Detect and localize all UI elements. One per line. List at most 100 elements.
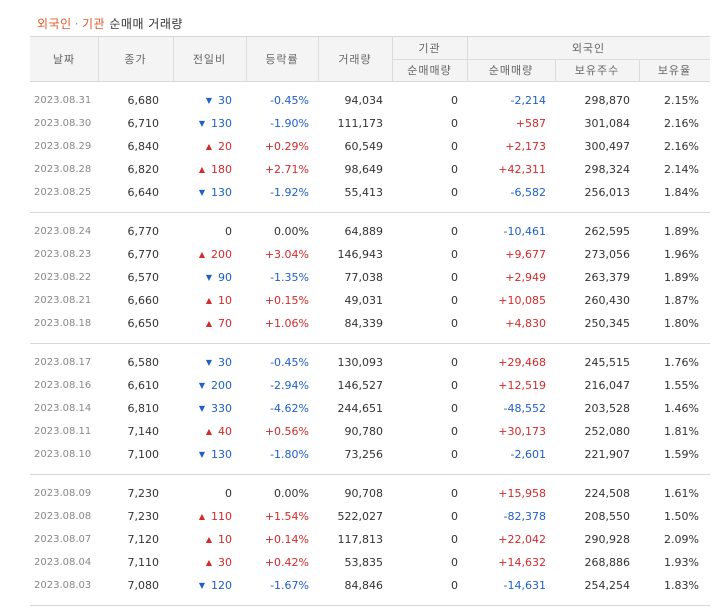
- table-row: 2023.08.03 7,080 ▼ 120 -1.67% 84,846 0 -14,631 2…: [30, 574, 710, 597]
- cell-close: 6,680: [127, 94, 160, 107]
- cell-institution-net: 0: [451, 140, 458, 153]
- cell-rate: -1.67%: [270, 579, 309, 592]
- cell-foreign-net: -14,631: [503, 579, 546, 592]
- table-body: 2023.08.31 6,680 ▼ 30 -0.45% 94,034 0 -2,214 298…: [30, 82, 710, 606]
- cell-diff: ▲ 40: [206, 420, 232, 443]
- cell-holding-ratio: 2.16%: [664, 117, 699, 130]
- triangle-up-icon: ▲: [205, 296, 212, 305]
- cell-rate: 0.00%: [274, 487, 309, 500]
- cell-volume: 84,846: [344, 579, 384, 592]
- cell-institution-net: 0: [451, 556, 458, 569]
- cell-holding-ratio: 2.14%: [664, 163, 699, 176]
- cell-holding-ratio: 1.89%: [664, 271, 699, 284]
- header-divider: [173, 37, 174, 81]
- triangle-down-icon: ▼: [198, 581, 205, 590]
- cell-volume: 111,173: [337, 117, 384, 130]
- cell-date: 2023.08.14: [34, 403, 92, 414]
- cell-close: 6,650: [127, 317, 160, 330]
- cell-date: 2023.08.16: [34, 380, 92, 391]
- cell-rate: -4.62%: [270, 402, 309, 415]
- header-volume: 거래량: [338, 53, 372, 66]
- cell-diff-value: 30: [218, 556, 232, 569]
- cell-close: 6,580: [127, 356, 160, 369]
- cell-foreign-net: -82,378: [503, 510, 546, 523]
- cell-foreign-net: +587: [515, 117, 546, 130]
- cell-rate: +1.06%: [264, 317, 309, 330]
- header-institution: 기관: [418, 42, 441, 55]
- cell-date: 2023.08.04: [34, 557, 92, 568]
- header-diff: 전일비: [192, 53, 227, 66]
- cell-diff: ▼ 330: [199, 397, 232, 420]
- header-holding-ratio: 보유율: [657, 64, 692, 77]
- cell-diff-value: 20: [218, 140, 232, 153]
- cell-date: 2023.08.22: [34, 272, 92, 283]
- cell-institution-net: 0: [451, 487, 458, 500]
- cell-holdings: 221,907: [584, 448, 631, 461]
- cell-foreign-net: +30,173: [498, 425, 546, 438]
- cell-rate: -1.35%: [270, 271, 309, 284]
- triangle-down-icon: ▼: [205, 273, 212, 282]
- cell-foreign-net: +42,311: [498, 163, 546, 176]
- table-row: 2023.08.22 6,570 ▼ 90 -1.35% 77,038 0 +2,949 263…: [30, 266, 710, 289]
- cell-close: 7,120: [127, 533, 160, 546]
- cell-diff: ▲ 10: [206, 289, 232, 312]
- title-institution: 기관: [81, 17, 106, 31]
- row-group: 2023.08.17 6,580 ▼ 30 -0.45% 130,093 0 +29,468 2…: [30, 344, 710, 475]
- cell-rate: -1.92%: [270, 186, 309, 199]
- cell-close: 7,140: [127, 425, 160, 438]
- cell-institution-net: 0: [451, 533, 458, 546]
- cell-diff-value: 200: [211, 248, 232, 261]
- cell-diff: ▼ 130: [199, 181, 232, 204]
- cell-holding-ratio: 2.16%: [664, 140, 699, 153]
- header-close: 종가: [124, 53, 147, 66]
- cell-foreign-net: +29,468: [498, 356, 546, 369]
- cell-holding-ratio: 2.15%: [664, 94, 699, 107]
- cell-diff-value: 330: [211, 402, 232, 415]
- cell-close: 7,230: [127, 487, 160, 500]
- cell-close: 6,610: [127, 379, 160, 392]
- cell-close: 6,710: [127, 117, 160, 130]
- table-row: 2023.08.04 7,110 ▲ 30 +0.42% 53,835 0 +14,632 26…: [30, 551, 710, 574]
- cell-holdings: 268,886: [584, 556, 631, 569]
- cell-date: 2023.08.28: [34, 164, 92, 175]
- table-row: 2023.08.25 6,640 ▼ 130 -1.92% 55,413 0 -6,582 25…: [30, 181, 710, 204]
- cell-institution-net: 0: [451, 356, 458, 369]
- cell-volume: 84,339: [344, 317, 384, 330]
- cell-foreign-net: +10,085: [498, 294, 546, 307]
- cell-rate: -0.45%: [270, 94, 309, 107]
- cell-diff: ▲ 180: [199, 158, 232, 181]
- cell-holdings: 298,324: [584, 163, 631, 176]
- header-divider: [318, 37, 319, 81]
- cell-volume: 60,549: [344, 140, 384, 153]
- cell-rate: -1.90%: [270, 117, 309, 130]
- cell-date: 2023.08.21: [34, 295, 92, 306]
- cell-diff: 0: [225, 220, 232, 243]
- triangle-up-icon: ▲: [205, 142, 212, 151]
- triangle-up-icon: ▲: [198, 512, 205, 521]
- cell-date: 2023.08.31: [34, 95, 92, 106]
- cell-foreign-net: +12,519: [498, 379, 546, 392]
- cell-diff: ▼ 130: [199, 443, 232, 466]
- header-rate: 등락률: [265, 53, 299, 66]
- cell-holding-ratio: 1.81%: [664, 425, 699, 438]
- cell-rate: +0.14%: [264, 533, 309, 546]
- cell-date: 2023.08.10: [34, 449, 92, 460]
- cell-diff-value: 30: [218, 356, 232, 369]
- cell-holdings: 260,430: [584, 294, 631, 307]
- cell-diff: ▼ 130: [199, 112, 232, 135]
- cell-holding-ratio: 1.87%: [664, 294, 699, 307]
- cell-volume: 90,708: [344, 487, 384, 500]
- cell-volume: 98,649: [344, 163, 384, 176]
- header-divider: [392, 59, 710, 60]
- table-row: 2023.08.24 6,770 0 0.00% 64,889 0 -10,461 262,5…: [30, 220, 710, 243]
- cell-close: 7,230: [127, 510, 160, 523]
- row-group: 2023.08.24 6,770 0 0.00% 64,889 0 -10,461 262,5…: [30, 213, 710, 344]
- cell-holding-ratio: 1.96%: [664, 248, 699, 261]
- cell-diff-value: 40: [218, 425, 232, 438]
- cell-date: 2023.08.24: [34, 226, 92, 237]
- cell-holdings: 262,595: [584, 225, 631, 238]
- triangle-up-icon: ▲: [205, 427, 212, 436]
- table-row: 2023.08.10 7,100 ▼ 130 -1.80% 73,256 0 -2,601 22…: [30, 443, 710, 466]
- cell-holdings: 208,550: [584, 510, 631, 523]
- cell-close: 6,660: [127, 294, 160, 307]
